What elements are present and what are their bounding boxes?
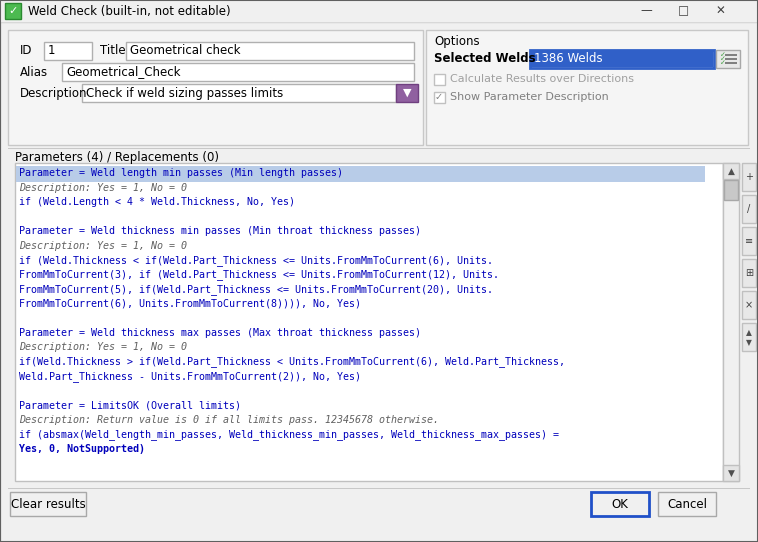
- Bar: [8, 148, 750, 149]
- Bar: [725, 58, 737, 60]
- Bar: [8, 488, 750, 489]
- Bar: [82, 84, 396, 102]
- Text: FromMmToCurrent(3), if (Weld.Part_Thickness <= Units.FromMmToCurrent(12), Units.: FromMmToCurrent(3), if (Weld.Part_Thickn…: [19, 269, 499, 280]
- Bar: [44, 42, 92, 60]
- Bar: [126, 42, 414, 60]
- Bar: [426, 30, 748, 145]
- Text: Selected Welds: Selected Welds: [434, 53, 536, 66]
- Text: Yes, 0, NotSupported): Yes, 0, NotSupported): [19, 444, 145, 454]
- Bar: [723, 163, 739, 179]
- Text: Geometrical_Check: Geometrical_Check: [66, 66, 180, 79]
- Text: FromMmToCurrent(5), if(Weld.Part_Thickness <= Units.FromMmToCurrent(20), Units.: FromMmToCurrent(5), if(Weld.Part_Thickne…: [19, 284, 493, 295]
- Text: OK: OK: [612, 498, 628, 511]
- Text: ✓: ✓: [720, 60, 726, 66]
- Text: Parameters (4) / Replacements (0): Parameters (4) / Replacements (0): [15, 151, 219, 164]
- Bar: [0, 22, 758, 23]
- Text: 1: 1: [48, 44, 55, 57]
- Text: ✓: ✓: [8, 6, 17, 16]
- Text: Description: Return value is 0 if all limits pass. 12345678 otherwise.: Description: Return value is 0 if all li…: [19, 415, 439, 425]
- Text: ×: ×: [745, 300, 753, 310]
- Text: 1386 Welds: 1386 Welds: [534, 53, 603, 66]
- Bar: [658, 492, 716, 516]
- Text: Parameter = Weld thickness min passes (Min throat thickness passes): Parameter = Weld thickness min passes (M…: [19, 226, 421, 236]
- Bar: [434, 74, 445, 85]
- Bar: [725, 54, 737, 56]
- Text: ▼: ▼: [728, 468, 735, 478]
- Bar: [5, 3, 21, 19]
- Text: □: □: [678, 4, 689, 17]
- Bar: [8, 30, 423, 145]
- Text: FromMmToCurrent(6), Units.FromMmToCurrent(8)))), No, Yes): FromMmToCurrent(6), Units.FromMmToCurren…: [19, 299, 361, 309]
- Bar: [434, 92, 445, 103]
- Text: Parameter = Weld thickness max passes (Max throat thickness passes): Parameter = Weld thickness max passes (M…: [19, 328, 421, 338]
- Text: ▲: ▲: [746, 328, 752, 338]
- Bar: [725, 62, 737, 64]
- Bar: [742, 195, 756, 223]
- Text: Options: Options: [434, 35, 480, 48]
- Bar: [15, 163, 723, 481]
- Text: Weld.Part_Thickness - Units.FromMmToCurrent(2)), No, Yes): Weld.Part_Thickness - Units.FromMmToCurr…: [19, 371, 361, 382]
- Text: Geometrical check: Geometrical check: [130, 44, 240, 57]
- Text: —: —: [640, 4, 652, 17]
- Bar: [723, 465, 739, 481]
- Text: ⊞: ⊞: [745, 268, 753, 278]
- Text: ✓: ✓: [435, 92, 443, 102]
- Text: Weld Check (built-in, not editable): Weld Check (built-in, not editable): [28, 4, 230, 17]
- Text: Description: Yes = 1, No = 0: Description: Yes = 1, No = 0: [19, 342, 187, 352]
- Bar: [742, 291, 756, 319]
- Text: ≡: ≡: [745, 236, 753, 246]
- Text: ✕: ✕: [716, 4, 726, 17]
- Bar: [742, 163, 756, 191]
- Bar: [723, 163, 739, 481]
- Bar: [716, 50, 740, 68]
- Text: Check if weld sizing passes limits: Check if weld sizing passes limits: [86, 87, 283, 100]
- Bar: [742, 227, 756, 255]
- Text: ▼: ▼: [402, 88, 412, 98]
- Bar: [591, 492, 649, 516]
- Bar: [742, 259, 756, 287]
- Text: Description: Yes = 1, No = 0: Description: Yes = 1, No = 0: [19, 241, 187, 251]
- Text: Alias: Alias: [20, 66, 48, 79]
- Bar: [530, 50, 714, 68]
- Bar: [742, 323, 756, 351]
- Bar: [10, 492, 86, 516]
- Text: Show Parameter Description: Show Parameter Description: [450, 92, 609, 102]
- Bar: [396, 84, 418, 102]
- Text: if (Weld.Length < 4 * Weld.Thickness, No, Yes): if (Weld.Length < 4 * Weld.Thickness, No…: [19, 197, 295, 207]
- Bar: [531, 51, 713, 67]
- Text: ✓: ✓: [720, 52, 726, 58]
- Text: ▲: ▲: [728, 166, 735, 176]
- Text: Description: Description: [20, 87, 87, 100]
- Bar: [62, 63, 414, 81]
- Text: ✓: ✓: [720, 56, 726, 62]
- Text: Clear results: Clear results: [11, 498, 86, 511]
- Text: Description: Yes = 1, No = 0: Description: Yes = 1, No = 0: [19, 183, 187, 193]
- Text: if (Weld.Thickness < if(Weld.Part_Thickness <= Units.FromMmToCurrent(6), Units.: if (Weld.Thickness < if(Weld.Part_Thickn…: [19, 255, 493, 266]
- Text: if(Weld.Thickness > if(Weld.Part_Thickness < Units.FromMmToCurrent(6), Weld.Part: if(Weld.Thickness > if(Weld.Part_Thickne…: [19, 356, 565, 367]
- Text: ▼: ▼: [746, 339, 752, 347]
- Text: /: /: [747, 204, 750, 214]
- Text: ID: ID: [20, 44, 33, 57]
- Bar: [724, 180, 738, 200]
- Bar: [0, 0, 758, 22]
- Text: +: +: [745, 172, 753, 182]
- Text: if (absmax(Weld_length_min_passes, Weld_thickness_min_passes, Weld_thickness_max: if (absmax(Weld_length_min_passes, Weld_…: [19, 429, 559, 440]
- Text: Parameter = LimitsOK (Overall limits): Parameter = LimitsOK (Overall limits): [19, 400, 241, 410]
- Bar: [16, 166, 705, 182]
- Text: Calculate Results over Directions: Calculate Results over Directions: [450, 74, 634, 84]
- Text: Title: Title: [100, 44, 126, 57]
- Text: Cancel: Cancel: [667, 498, 707, 511]
- Text: Parameter = Weld length min passes (Min length passes): Parameter = Weld length min passes (Min …: [19, 168, 343, 178]
